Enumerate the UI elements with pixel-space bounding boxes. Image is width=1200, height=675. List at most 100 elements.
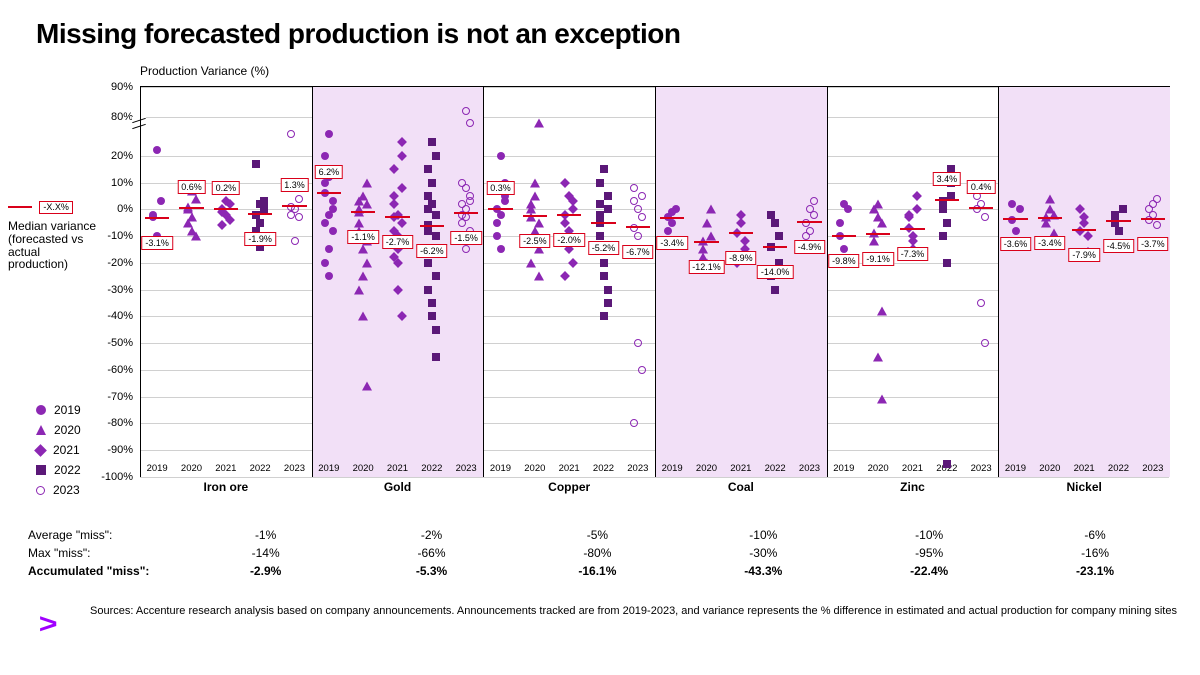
stats-label: Max "miss": bbox=[28, 546, 183, 560]
stats-cell: -95% bbox=[846, 546, 1012, 560]
data-point bbox=[604, 286, 612, 294]
stats-cell: -23.1% bbox=[1012, 564, 1178, 578]
data-point bbox=[424, 165, 432, 173]
data-point bbox=[668, 219, 676, 227]
stats-cell: -80% bbox=[514, 546, 680, 560]
data-point bbox=[600, 259, 608, 267]
data-point bbox=[291, 237, 299, 245]
xtick-label: 2022 bbox=[250, 463, 271, 474]
xtick-label: 2019 bbox=[662, 463, 683, 474]
legend-year-label: 2023 bbox=[53, 483, 80, 497]
median-label: -3.6% bbox=[1000, 237, 1032, 251]
data-point bbox=[604, 192, 612, 200]
data-point bbox=[1153, 221, 1161, 229]
data-point bbox=[596, 211, 604, 219]
legend-year-label: 2019 bbox=[54, 403, 81, 417]
median-line bbox=[1106, 220, 1130, 222]
data-point bbox=[424, 192, 432, 200]
xtick-label: 2021 bbox=[1074, 463, 1095, 474]
panel-nickel bbox=[998, 87, 1170, 477]
median-label: -3.1% bbox=[141, 236, 173, 250]
legend-year-label: 2020 bbox=[54, 423, 81, 437]
data-point bbox=[706, 232, 716, 241]
xtick-label: 2022 bbox=[421, 463, 442, 474]
xtick-label: 2021 bbox=[902, 463, 923, 474]
stats-cell: -30% bbox=[680, 546, 846, 560]
median-label: -4.9% bbox=[794, 240, 826, 254]
ytick-label: -30% bbox=[107, 284, 133, 296]
median-line bbox=[248, 213, 272, 215]
median-line bbox=[351, 211, 375, 213]
data-point bbox=[668, 208, 676, 216]
ytick-label: -100% bbox=[101, 471, 133, 483]
stats-cell: -2% bbox=[349, 528, 515, 542]
y-axis-label: Production Variance (%) bbox=[140, 64, 269, 78]
data-point bbox=[295, 213, 303, 221]
legend-year-label: 2022 bbox=[54, 463, 81, 477]
median-line bbox=[1141, 218, 1165, 220]
legend-marker-icon bbox=[36, 405, 46, 415]
median-label: -2.7% bbox=[382, 235, 414, 249]
median-line bbox=[488, 208, 512, 210]
data-point bbox=[706, 205, 716, 214]
median-line bbox=[454, 212, 478, 214]
median-line bbox=[557, 214, 581, 216]
data-point bbox=[497, 211, 505, 219]
stats-row: Average "miss":-1%-2%-5%-10%-10%-6% bbox=[28, 526, 1178, 544]
data-point bbox=[1119, 205, 1127, 213]
median-line bbox=[797, 221, 821, 223]
data-point bbox=[840, 245, 848, 253]
data-point bbox=[943, 259, 951, 267]
ytick-label: 0% bbox=[117, 203, 133, 215]
data-point bbox=[534, 119, 544, 128]
median-line bbox=[145, 217, 169, 219]
data-point bbox=[358, 312, 368, 321]
xtick-label: 2023 bbox=[799, 463, 820, 474]
median-label: -1.5% bbox=[450, 231, 482, 245]
ytick-label: 80% bbox=[111, 111, 133, 123]
data-point bbox=[810, 211, 818, 219]
data-point bbox=[424, 259, 432, 267]
data-point bbox=[1045, 194, 1055, 203]
data-point bbox=[1153, 195, 1161, 203]
data-point bbox=[600, 272, 608, 280]
median-sample-box: -X.X% bbox=[39, 201, 73, 214]
data-point bbox=[977, 299, 985, 307]
median-label: -6.7% bbox=[622, 245, 654, 259]
data-point bbox=[836, 219, 844, 227]
median-label: 0.2% bbox=[212, 181, 241, 195]
stats-label: Average "miss": bbox=[28, 528, 183, 542]
commodity-label: Iron ore bbox=[203, 480, 248, 494]
data-point bbox=[702, 218, 712, 227]
plot-area: -100%-90%-80%-70%-60%-50%-40%-30%-20%-10… bbox=[140, 86, 1170, 476]
median-label: -2.5% bbox=[519, 234, 551, 248]
median-line bbox=[626, 226, 650, 228]
data-point bbox=[497, 152, 505, 160]
xtick-label: 2020 bbox=[868, 463, 889, 474]
data-point bbox=[424, 286, 432, 294]
stats-cell: -16.1% bbox=[514, 564, 680, 578]
median-label: -9.1% bbox=[862, 252, 894, 266]
median-label: 6.2% bbox=[315, 165, 344, 179]
data-point bbox=[664, 227, 672, 235]
median-line bbox=[969, 207, 993, 209]
data-point bbox=[432, 211, 440, 219]
median-label: -7.9% bbox=[1068, 248, 1100, 262]
median-label: -14.0% bbox=[757, 265, 794, 279]
xtick-label: 2021 bbox=[215, 463, 236, 474]
data-point bbox=[428, 179, 436, 187]
stats-cell: -5.3% bbox=[349, 564, 515, 578]
data-point bbox=[596, 179, 604, 187]
stats-cell: -16% bbox=[1012, 546, 1178, 560]
stats-row: Accumulated "miss":-2.9%-5.3%-16.1%-43.3… bbox=[28, 562, 1178, 580]
data-point bbox=[600, 312, 608, 320]
data-point bbox=[458, 200, 466, 208]
xtick-label: 2020 bbox=[696, 463, 717, 474]
median-line bbox=[591, 222, 615, 224]
data-point bbox=[596, 232, 604, 240]
data-point bbox=[943, 219, 951, 227]
data-point bbox=[526, 258, 536, 267]
median-label: -8.9% bbox=[725, 251, 757, 265]
data-point bbox=[530, 178, 540, 187]
ytick-label: -50% bbox=[107, 337, 133, 349]
